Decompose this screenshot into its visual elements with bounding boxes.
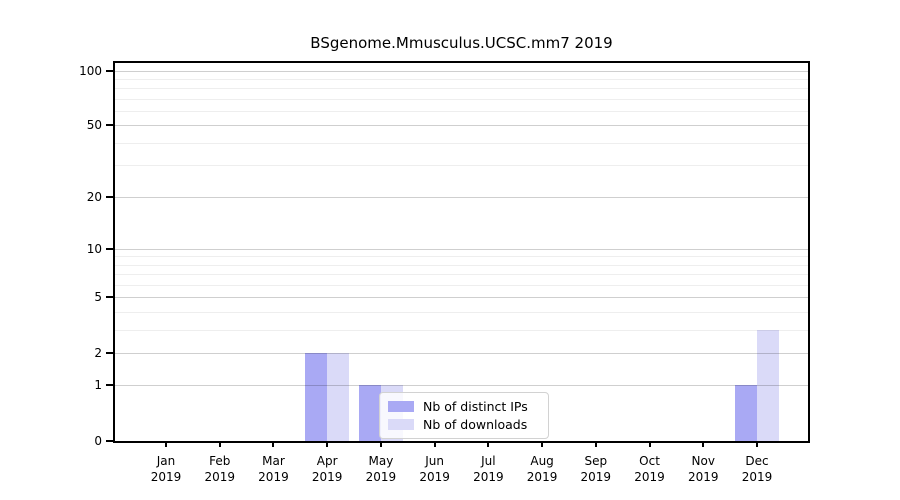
bar-distinct-ips: [358, 385, 381, 441]
x-tick-mark: [756, 441, 758, 447]
bar-distinct-ips: [735, 385, 757, 441]
minor-gridline: [115, 264, 808, 266]
x-tick-mark: [487, 441, 490, 447]
grid-layer: [115, 63, 808, 441]
major-gridline: [115, 125, 808, 127]
x-tick-label: Feb 2019: [204, 454, 235, 484]
minor-gridline: [115, 165, 808, 167]
bar-distinct-ips: [305, 352, 328, 441]
x-tick-label: Aug 2019: [526, 454, 558, 484]
y-tick-mark: [106, 247, 113, 250]
x-tick-mark: [702, 441, 705, 447]
x-tick-label: May 2019: [365, 454, 397, 484]
y-tick-mark: [106, 440, 113, 442]
y-tick-label: 5: [94, 290, 102, 305]
legend-label-distinct-ips: Nb of distinct IPs: [423, 398, 528, 414]
y-tick-mark: [106, 296, 113, 299]
x-tick-label: Jun 2019: [419, 454, 450, 484]
minor-gridline: [115, 88, 808, 90]
bars-layer: [115, 63, 808, 441]
minor-gridline: [115, 78, 808, 80]
major-gridline: [115, 248, 808, 250]
legend-item-downloads: Nb of downloads: [388, 415, 540, 433]
x-tick-label: Jan 2019: [150, 454, 182, 484]
x-tick-mark: [165, 441, 167, 447]
y-tick-mark: [106, 351, 113, 354]
bar-downloads: [757, 329, 779, 441]
x-tick-label: Dec 2019: [741, 454, 773, 484]
y-tick-label: 100: [79, 63, 102, 78]
major-gridline: [115, 196, 808, 198]
chart-title: BSgenome.Mmusculus.UCSC.mm7 2019: [310, 34, 613, 52]
y-tick-mark: [106, 69, 113, 72]
minor-gridline: [115, 329, 808, 331]
y-tick-label: 1: [94, 378, 102, 393]
x-tick-mark: [541, 441, 544, 447]
plot-area: Nb of distinct IPs Nb of downloads: [113, 61, 810, 443]
x-tick-label: Jul 2019: [473, 454, 504, 484]
minor-gridline: [115, 98, 808, 100]
y-tick-label: 20: [86, 189, 102, 204]
legend-label-downloads: Nb of downloads: [423, 416, 528, 432]
major-gridline: [115, 352, 808, 354]
y-tick-label: 2: [94, 345, 102, 360]
x-tick-mark: [379, 441, 382, 447]
x-tick-label: Sep 2019: [580, 454, 612, 484]
legend-item-distinct-ips: Nb of distinct IPs: [388, 397, 540, 415]
x-tick-mark: [648, 441, 651, 447]
major-gridline: [115, 70, 808, 72]
legend-swatch-downloads: [388, 418, 414, 430]
x-tick-label: Nov 2019: [687, 454, 719, 484]
x-tick-mark: [272, 441, 275, 447]
bar-downloads: [327, 352, 350, 441]
legend: Nb of distinct IPs Nb of downloads: [379, 392, 549, 439]
x-tick-label: Mar 2019: [258, 454, 289, 484]
major-gridline: [115, 297, 808, 299]
y-tick-label: 0: [94, 434, 102, 448]
x-tick-label: Oct 2019: [634, 454, 665, 484]
y-tick-mark: [106, 384, 113, 387]
minor-gridline: [115, 111, 808, 113]
minor-gridline: [115, 142, 808, 144]
minor-gridline: [115, 311, 808, 313]
minor-gridline: [115, 274, 808, 276]
y-tick-label: 10: [86, 241, 102, 256]
y-tick-mark: [106, 124, 113, 127]
minor-gridline: [115, 284, 808, 286]
x-tick-label: Apr 2019: [311, 454, 343, 484]
x-tick-mark: [218, 441, 221, 447]
legend-swatch-distinct-ips: [388, 400, 414, 412]
x-tick-mark: [326, 441, 329, 447]
major-gridline: [115, 385, 808, 387]
y-tick-label: 50: [86, 118, 102, 133]
minor-gridline: [115, 256, 808, 258]
y-tick-mark: [106, 195, 113, 198]
x-tick-mark: [433, 441, 436, 447]
x-tick-mark: [594, 441, 597, 447]
